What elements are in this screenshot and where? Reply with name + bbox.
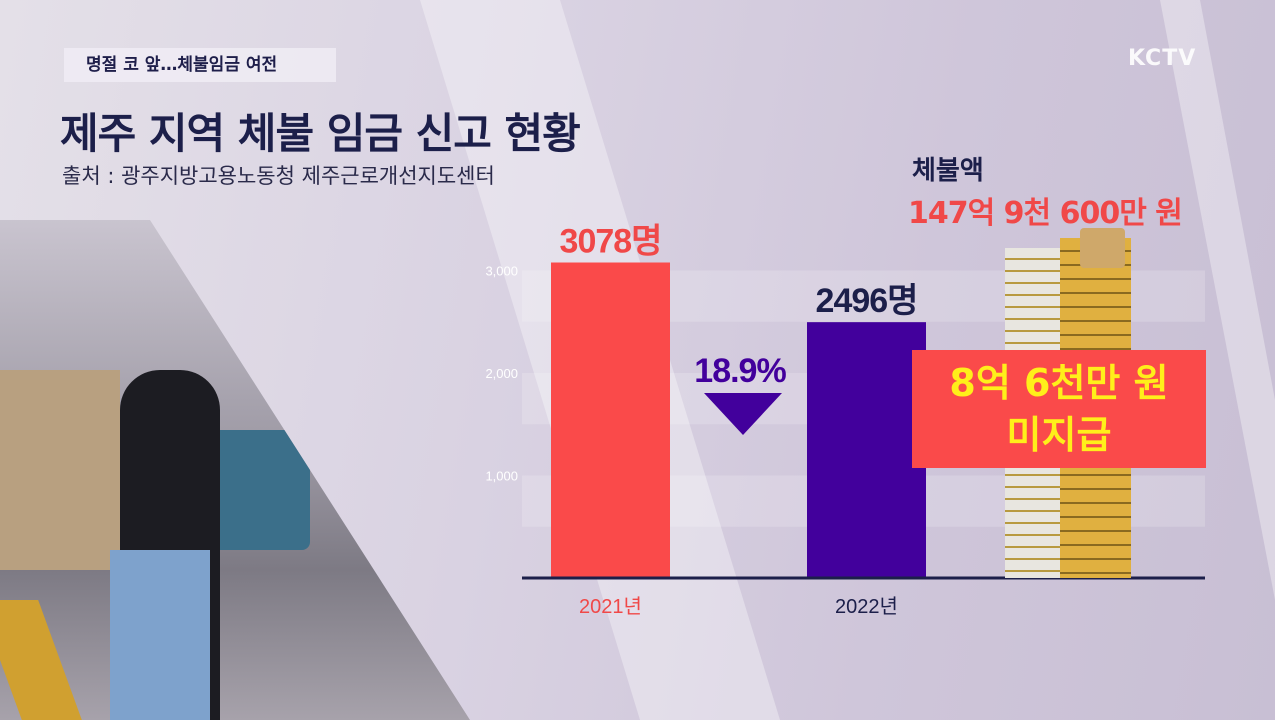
unpaid-label: 미지급 (1006, 413, 1112, 457)
y-tick-label: 3,000 (485, 264, 518, 279)
bar-2021년 (551, 262, 670, 578)
y-tick-label: 1,000 (485, 469, 518, 484)
unpaid-callout: 8억 6천만 원 미지급 (912, 350, 1206, 468)
change-percent: 18.9% (694, 352, 786, 390)
source-text: 출처 : 광주지방고용노동청 제주근로개선지도센터 (62, 164, 495, 188)
bar-2022년 (807, 322, 926, 578)
amount-label: 체불액 (912, 156, 984, 186)
down-arrow-icon (704, 393, 782, 435)
unpaid-amount: 8억 6천만 원 (949, 361, 1169, 405)
data-label: 2496명 (816, 282, 918, 320)
amount-value: 147억 9천 600만 원 (908, 196, 1183, 231)
x-tick-label: 2021년 (579, 595, 642, 618)
data-label: 3078명 (560, 223, 662, 261)
y-tick-label: 2,000 (485, 366, 518, 381)
kctv-logo: KCTV (1128, 46, 1197, 71)
page-title: 제주 지역 체불 임금 신고 현황 (60, 109, 581, 158)
subtitle-banner: 명절 코 앞…체불임금 여전 (64, 48, 336, 82)
x-tick-label: 2022년 (835, 595, 898, 618)
